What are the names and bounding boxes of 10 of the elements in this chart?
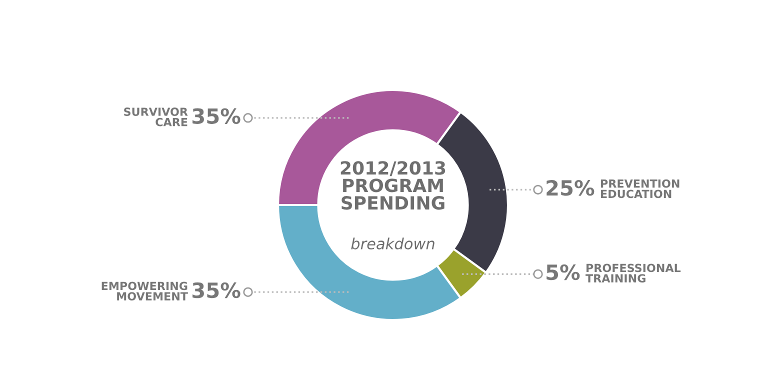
slice-label: PROFESSIONAL TRAINING — [586, 264, 681, 283]
slice-label: EMPOWERING MOVEMENT — [102, 282, 188, 300]
data-label: 35% — [192, 282, 240, 298]
text: breakdown — [351, 238, 434, 250]
text: 2012/2013 PROGRAM SPENDING — [340, 161, 446, 210]
data-label: 5% — [546, 264, 580, 280]
slice-label: SURVIVOR CARE — [124, 108, 188, 126]
slice-label: PREVENTION EDUCATION — [601, 179, 680, 198]
data-label: 25% — [546, 180, 594, 196]
data-label: 35% — [192, 108, 240, 124]
